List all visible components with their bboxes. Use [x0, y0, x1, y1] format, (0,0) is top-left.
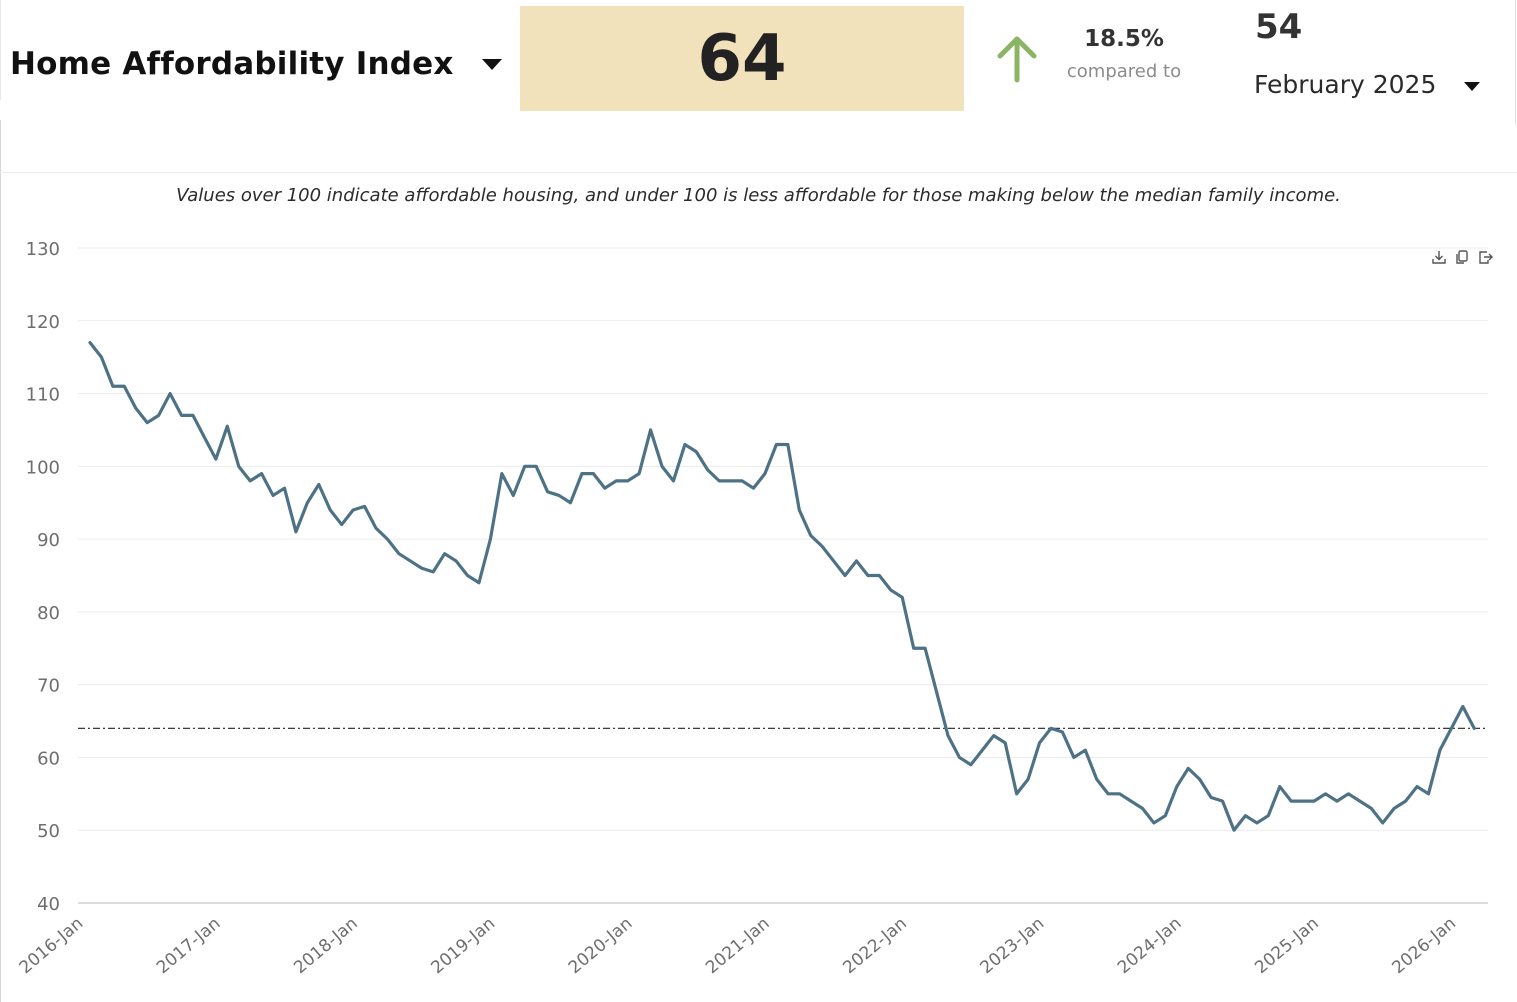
x-axis-tick-label: 2025-Jan [1251, 914, 1323, 979]
copy-icon[interactable] [1453, 248, 1471, 266]
caret-down-icon[interactable] [482, 59, 502, 70]
header-divider [0, 172, 1517, 173]
y-axis-tick-label: 70 [37, 676, 60, 697]
y-axis-tick-label: 100 [26, 457, 60, 478]
share-icon[interactable] [1476, 248, 1494, 266]
y-axis-tick-label: 130 [26, 239, 60, 260]
x-axis-tick-label: 2017-Jan [153, 914, 225, 979]
percent-change: 18.5% [1084, 26, 1164, 52]
y-axis-tick-label: 50 [37, 821, 60, 842]
x-axis-tick-label: 2018-Jan [290, 914, 362, 979]
x-axis-tick-label: 2024-Jan [1114, 914, 1186, 979]
x-axis-tick-label: 2023-Jan [977, 914, 1049, 979]
y-axis-tick-label: 40 [37, 894, 60, 915]
y-axis-tick-label: 60 [37, 748, 60, 769]
y-axis-tick-label: 80 [37, 603, 60, 624]
download-icon[interactable] [1430, 248, 1448, 266]
metric-label: Home Affordability Index [10, 46, 454, 82]
caret-down-icon[interactable] [1464, 82, 1480, 91]
compared-value: 54 [1255, 7, 1303, 47]
period-label: February 2025 [1254, 70, 1437, 99]
arrow-up-icon [997, 36, 1037, 83]
chart-toolbar [1430, 248, 1494, 266]
frame-border-left [0, 120, 1, 1002]
current-value: 64 [697, 21, 787, 96]
frame-border-left-top [0, 0, 1, 100]
x-axis-tick-label: 2016-Jan [16, 914, 88, 979]
compared-to-label: compared to [1066, 61, 1182, 82]
metric-dropdown[interactable]: Home Affordability Index [10, 38, 510, 90]
x-axis-tick-label: 2020-Jan [565, 914, 637, 979]
chart-subtitle: Values over 100 indicate affordable hous… [176, 185, 1341, 206]
x-axis-tick-label: 2021-Jan [702, 914, 774, 979]
y-axis-tick-label: 110 [26, 385, 60, 406]
x-axis-tick-label: 2026-Jan [1389, 914, 1461, 979]
period-dropdown[interactable]: February 2025 [1253, 66, 1493, 106]
series-line-home-affordability-index [88, 341, 1476, 832]
y-axis-tick-label: 120 [26, 312, 60, 333]
x-axis-tick-label: 2022-Jan [839, 914, 911, 979]
frame-border-right [1515, 0, 1516, 125]
x-axis-tick-label: 2019-Jan [428, 914, 500, 979]
y-axis-tick-label: 90 [37, 530, 60, 551]
current-value-box: 64 [520, 6, 964, 111]
